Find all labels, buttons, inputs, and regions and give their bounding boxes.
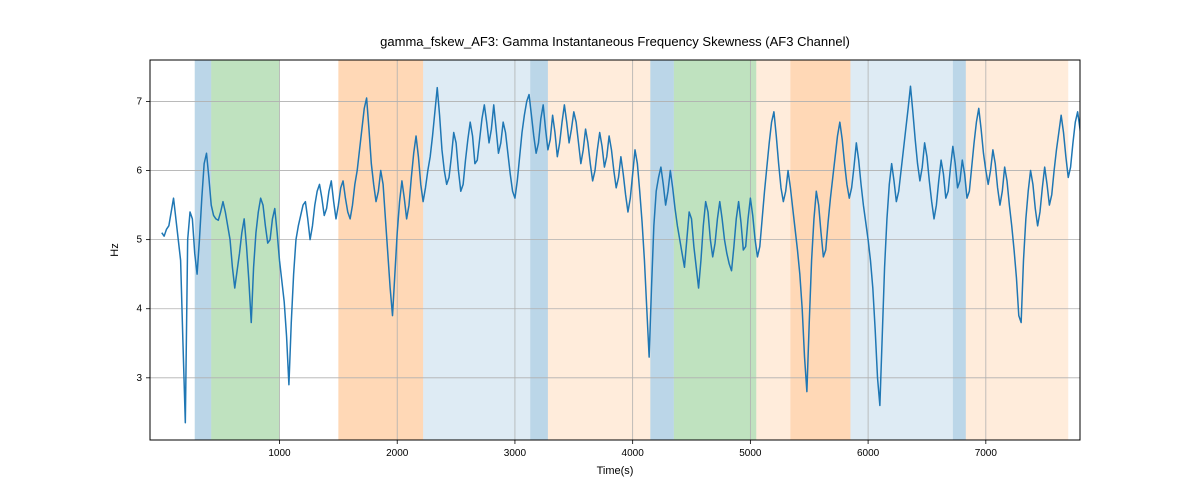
chart-container: 1000 2000 3000 4000 5000 6000 7000 3 4 5 6 7 Time(s)… xyxy=(0,0,1200,500)
ytick-label: 5 xyxy=(136,235,142,246)
band-9 xyxy=(790,60,850,440)
ytick-label: 7 xyxy=(136,96,142,107)
y-axis-label: Hz xyxy=(109,243,121,256)
band-2 xyxy=(338,60,423,440)
band-1 xyxy=(211,60,279,440)
xtick-label: 3000 xyxy=(504,448,527,459)
xtick-label: 5000 xyxy=(739,448,762,459)
band-12 xyxy=(966,60,1068,440)
chart-title: gamma_fskew_AF3: Gamma Instantaneous Fre… xyxy=(380,34,850,49)
xtick-label: 1000 xyxy=(268,448,291,459)
ytick-label: 3 xyxy=(136,373,142,384)
band-4 xyxy=(530,60,548,440)
xtick-label: 6000 xyxy=(857,448,880,459)
xtick-label: 4000 xyxy=(622,448,645,459)
x-axis-label: Time(s) xyxy=(597,465,634,477)
band-0 xyxy=(195,60,211,440)
xtick-label: 7000 xyxy=(975,448,998,459)
ytick-label: 6 xyxy=(136,166,142,177)
band-11 xyxy=(953,60,966,440)
band-6 xyxy=(650,60,674,440)
line-chart: 1000 2000 3000 4000 5000 6000 7000 3 4 5 6 7 Time(s)… xyxy=(0,0,1200,500)
ytick-label: 4 xyxy=(136,304,142,315)
band-10 xyxy=(850,60,952,440)
xtick-label: 2000 xyxy=(386,448,409,459)
